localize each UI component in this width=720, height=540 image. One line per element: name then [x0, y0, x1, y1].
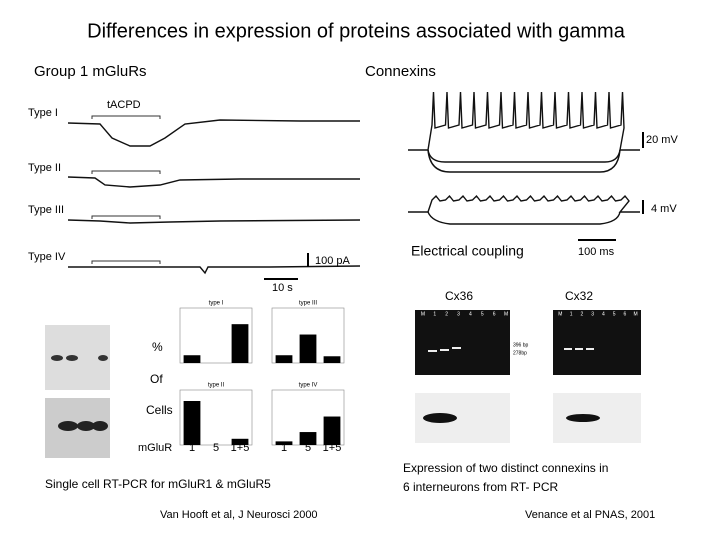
lane-label: M [421, 311, 425, 317]
trace [427, 211, 621, 225]
right-heading: Connexins [365, 63, 436, 80]
x-label: mGluR [138, 442, 172, 454]
gel [553, 310, 641, 375]
left-heading: Group 1 mGluRs [34, 63, 147, 80]
lane-labels: M 1 2 3 4 5 6 M M 1 2 3 4 5 6 M [421, 311, 638, 317]
x-tick-label: 1 [281, 442, 287, 454]
trace [427, 149, 621, 163]
trace [67, 119, 360, 147]
citation: Van Hooft et al, J Neurosci 2000 [160, 509, 318, 521]
trace-label: Type III [28, 204, 64, 216]
drug-label: tACPD [107, 99, 141, 111]
panel-title: type II [208, 383, 225, 389]
bar [275, 355, 293, 363]
bar [183, 355, 201, 363]
scale-label: 100 ms [578, 246, 615, 258]
row-label: Of [150, 372, 163, 386]
lane-label: M [558, 311, 562, 317]
panel-title: type IV [299, 383, 318, 389]
blot-bands [423, 413, 600, 423]
lane-label: 1 [570, 311, 573, 317]
x-tick-label: 5 [213, 442, 219, 454]
x-tick-label: 5 [305, 442, 311, 454]
x-tick-label: 1 [189, 442, 195, 454]
gel-title: Cx32 [565, 289, 593, 303]
spike-trace [408, 91, 640, 225]
bar [299, 432, 317, 445]
panel-title: type III [299, 301, 317, 307]
scale-label: 10 s [272, 282, 293, 294]
scale-label: 4 mV [651, 203, 677, 215]
scale-label: 20 mV [646, 134, 678, 146]
citation: Venance et al PNAS, 2001 [525, 509, 655, 521]
gel [415, 310, 510, 375]
panel-title: type I [209, 301, 224, 307]
lane-label: 5 [481, 311, 484, 317]
row-label: Cells [146, 403, 173, 417]
scale-label: 100 pA [315, 255, 351, 267]
caption: 6 interneurons from RT- PCR [403, 480, 559, 494]
marker-label: 396 bp [513, 342, 529, 348]
lane-label: 1 [433, 311, 436, 317]
lane-label: 2 [580, 311, 583, 317]
lane-label: 4 [469, 311, 472, 317]
caption: Single cell RT-PCR for mGluR1 & mGluR5 [45, 477, 271, 491]
gel-bands [428, 347, 594, 352]
lane-label: 4 [602, 311, 605, 317]
panel-frame [179, 307, 253, 364]
lane-label: 6 [623, 311, 626, 317]
trace [427, 149, 621, 173]
bar [275, 441, 293, 445]
lane-label: 3 [591, 311, 594, 317]
x-tick-label: 1+5 [323, 442, 342, 454]
trace-label: Type I [28, 107, 58, 119]
x-tick-label: 1+5 [231, 442, 250, 454]
gel-bands [58, 421, 108, 431]
trace [408, 91, 640, 151]
lane-label: M [504, 311, 508, 317]
trace [68, 265, 361, 275]
bar [299, 334, 317, 363]
gel-title: Cx36 [445, 289, 473, 303]
application-bars [91, 115, 161, 264]
bar [323, 416, 341, 445]
bar [231, 324, 249, 363]
lane-label: 3 [457, 311, 460, 317]
slide-title: Differences in expression of proteins as… [87, 20, 626, 42]
bar-panels: type I type III type II 1 5 1+5 type IV 1 5 1+5 [179, 301, 345, 454]
bar [323, 356, 341, 363]
trace [408, 194, 640, 213]
row-label: % [152, 340, 163, 354]
trace-label: Type II [28, 162, 61, 174]
lane-label: M [634, 311, 638, 317]
trace [67, 176, 360, 188]
coupling-label: Electrical coupling [411, 243, 524, 259]
lane-label: 6 [493, 311, 496, 317]
bar [231, 438, 249, 445]
trace [67, 219, 361, 224]
trace-label: Type IV [28, 251, 66, 263]
bar [183, 401, 201, 445]
lane-label: 2 [445, 311, 448, 317]
lane-label: 5 [613, 311, 616, 317]
caption: Expression of two distinct connexins in [403, 461, 608, 475]
panel-frame [179, 389, 253, 446]
marker-label: 278bp [513, 350, 527, 356]
gel-bands [51, 355, 108, 361]
